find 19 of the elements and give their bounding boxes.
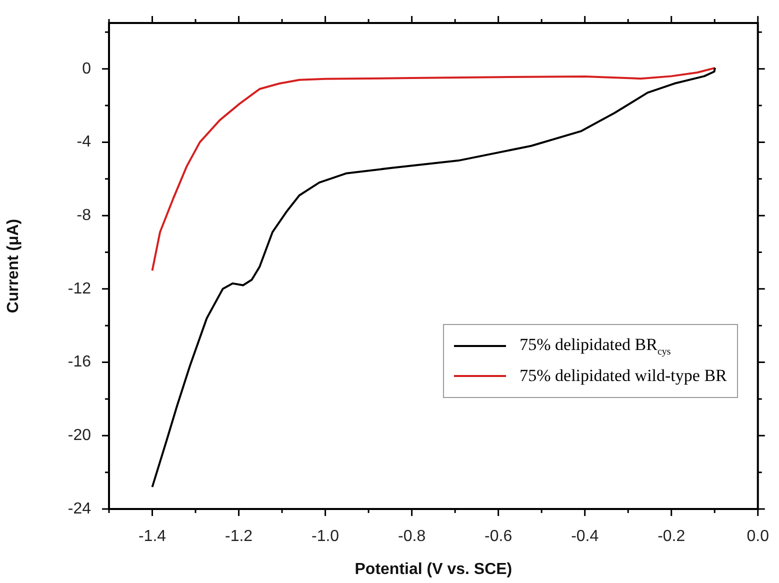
y-tick-label: 0 [82,60,92,78]
legend-label: 75% delipidated wild-type BR [520,366,727,386]
x-tick-label: 0.0 [746,528,770,546]
legend-label: 75% delipidated BR$_{cys}$ [520,335,671,358]
x-tick-label: -0.8 [398,528,426,546]
x-tick-label: -0.2 [658,528,686,546]
y-axis-title: Current (μA) [5,218,22,314]
x-axis-title: Potential (V vs. SCE) [354,560,512,578]
y-tick-label: -8 [76,206,92,224]
x-tick-label: -1.2 [224,528,253,546]
x-tick-label: -0.4 [571,528,599,546]
y-tick-label: -24 [68,500,92,518]
y-tick-label: -16 [68,354,92,371]
y-tick-label: -12 [68,280,92,298]
y-tick-label: -4 [76,134,92,151]
y-tick-label: -20 [68,427,92,444]
x-tick-label: -1.4 [138,528,166,546]
x-tick-label: -1.0 [312,528,340,546]
x-tick-label: -0.6 [484,528,512,546]
